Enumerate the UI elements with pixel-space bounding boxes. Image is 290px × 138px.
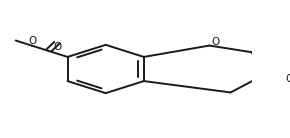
Text: O: O — [53, 42, 61, 52]
Text: O: O — [211, 37, 219, 47]
Text: O: O — [286, 74, 290, 84]
Text: O: O — [28, 36, 36, 46]
